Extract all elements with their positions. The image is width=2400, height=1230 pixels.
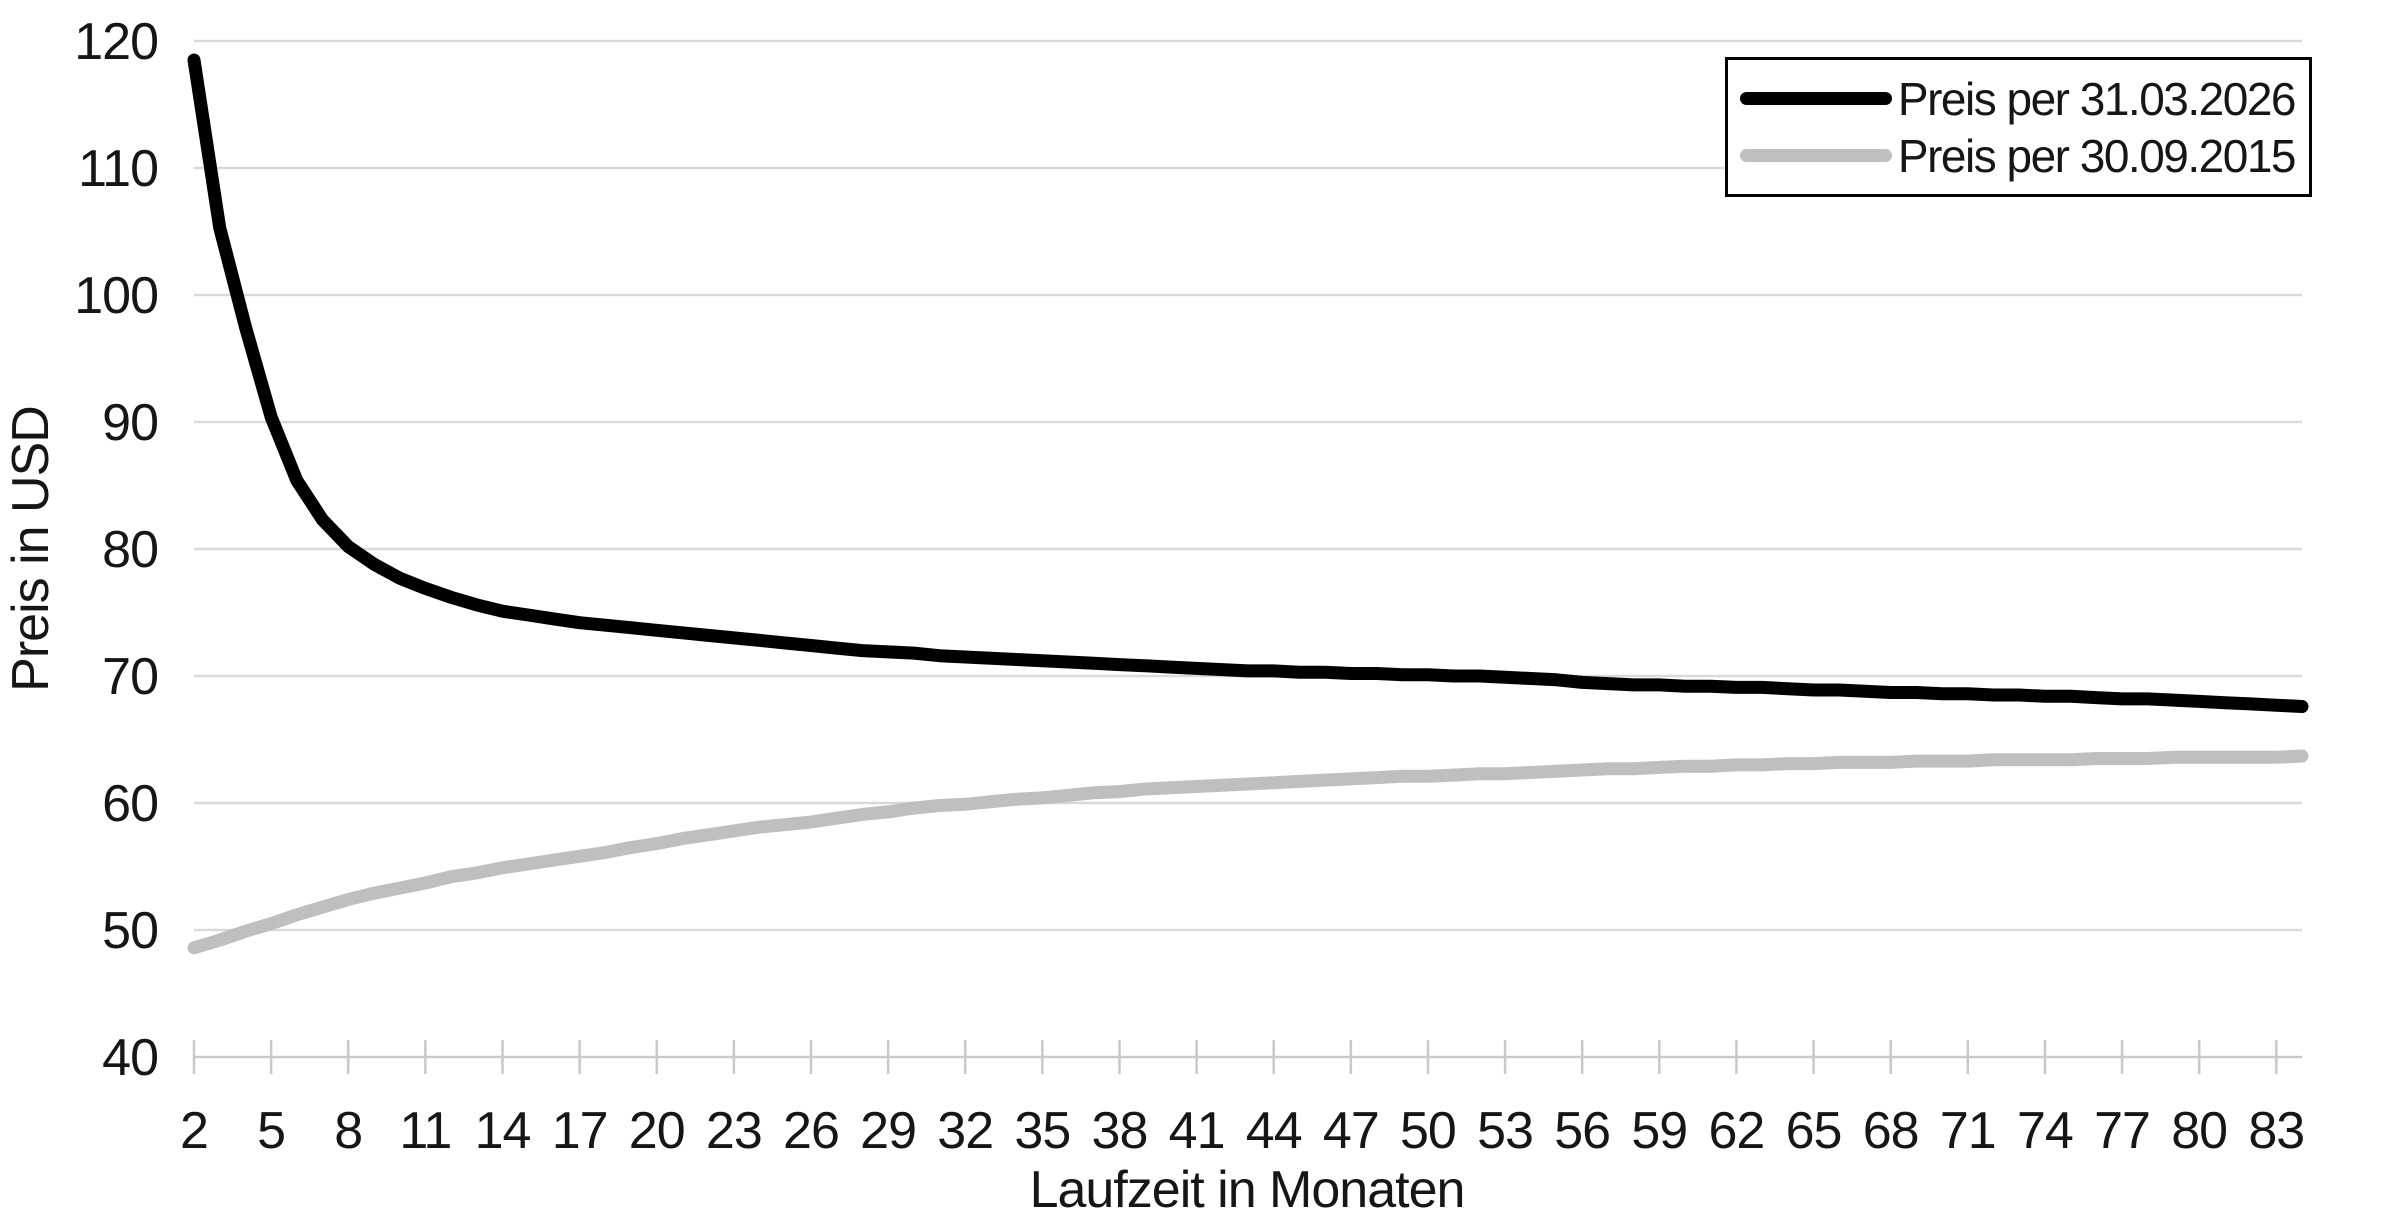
legend-line-sample-gray bbox=[1739, 149, 1892, 162]
y-tick-label-80: 80 bbox=[102, 521, 158, 579]
y-tick-label-120: 120 bbox=[74, 13, 158, 71]
x-tick-label-29: 29 bbox=[860, 1102, 916, 1160]
series-lines bbox=[187, 53, 2309, 955]
x-tick-label-44: 44 bbox=[1246, 1102, 1302, 1160]
x-tick-label-5: 5 bbox=[257, 1102, 285, 1160]
tick-labels: 40 50 60 70 80 90 100 110 120 2 5 8 11 14 17 20 23 26 29 32… bbox=[74, 13, 2305, 1160]
x-tick-label-56: 56 bbox=[1554, 1102, 1610, 1160]
x-tick-label-2: 2 bbox=[180, 1102, 208, 1160]
x-tick-label-74: 74 bbox=[2017, 1102, 2073, 1160]
x-tick-label-77: 77 bbox=[2094, 1102, 2150, 1160]
y-tick-label-50: 50 bbox=[102, 902, 158, 960]
x-tick-label-50: 50 bbox=[1400, 1102, 1456, 1160]
series-line-preis-per-31-03-2026 bbox=[187, 53, 2309, 713]
x-tick-label-47: 47 bbox=[1323, 1102, 1379, 1160]
y-tick-label-70: 70 bbox=[102, 648, 158, 706]
series-line-preis-per-30-09-2015 bbox=[187, 749, 2309, 955]
legend-label-2026: Preis per 31.03.2026 bbox=[1897, 72, 2297, 125]
x-tick-label-53: 53 bbox=[1477, 1102, 1533, 1160]
x-tick-label-26: 26 bbox=[783, 1102, 839, 1160]
y-tick-label-40: 40 bbox=[102, 1029, 158, 1087]
x-tick-label-83: 83 bbox=[2248, 1102, 2304, 1160]
legend-label-2015: Preis per 30.09.2015 bbox=[1897, 129, 2297, 182]
y-tick-label-90: 90 bbox=[102, 394, 158, 452]
x-tick-label-23: 23 bbox=[706, 1102, 762, 1160]
x-tick-label-8: 8 bbox=[334, 1102, 362, 1160]
x-tick-label-62: 62 bbox=[1709, 1102, 1765, 1160]
legend-line-sample-black bbox=[1739, 92, 1892, 105]
legend-item-2015: Preis per 30.09.2015 bbox=[1739, 128, 2297, 184]
x-axis-title: Laufzeit in Monaten bbox=[1030, 1161, 1465, 1219]
x-tick-label-65: 65 bbox=[1786, 1102, 1842, 1160]
x-tick-label-32: 32 bbox=[937, 1102, 993, 1160]
y-tick-label-60: 60 bbox=[102, 775, 158, 833]
x-tick-label-71: 71 bbox=[1940, 1102, 1996, 1160]
y-tick-label-110: 110 bbox=[78, 140, 158, 198]
legend: Preis per 31.03.2026 Preis per 30.09.201… bbox=[1724, 57, 2312, 197]
x-tick-label-35: 35 bbox=[1014, 1102, 1070, 1160]
axes bbox=[192, 1040, 2302, 1074]
x-tick-label-38: 38 bbox=[1092, 1102, 1148, 1160]
legend-item-2026: Preis per 31.03.2026 bbox=[1739, 71, 2297, 127]
x-tick-label-20: 20 bbox=[629, 1102, 685, 1160]
x-tick-label-68: 68 bbox=[1863, 1102, 1919, 1160]
x-tick-label-59: 59 bbox=[1631, 1102, 1687, 1160]
x-tick-label-80: 80 bbox=[2171, 1102, 2227, 1160]
x-tick-label-11: 11 bbox=[399, 1102, 451, 1160]
x-tick-label-41: 41 bbox=[1169, 1102, 1225, 1160]
x-tick-label-17: 17 bbox=[552, 1102, 608, 1160]
y-axis-title: Preis in USD bbox=[2, 406, 60, 692]
y-tick-label-100: 100 bbox=[74, 267, 158, 325]
x-tick-label-14: 14 bbox=[475, 1102, 531, 1160]
